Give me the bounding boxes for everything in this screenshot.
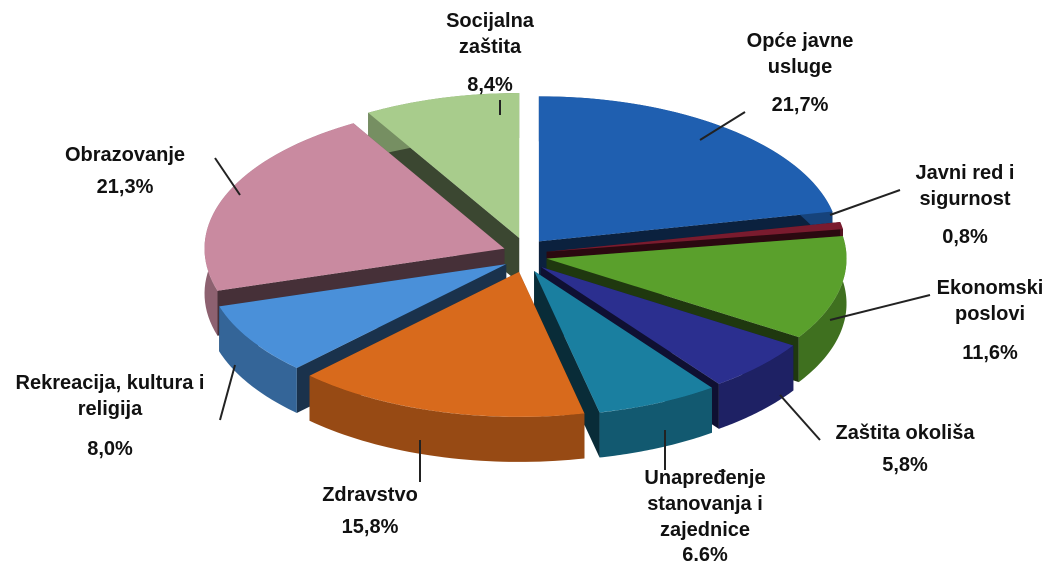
slice-side <box>798 235 847 383</box>
slice-top <box>204 123 505 291</box>
slice-label: Rekreacija, kultura i religija <box>15 372 205 420</box>
value-label: 21,3% <box>96 176 154 198</box>
value-label: 15,8% <box>341 516 399 538</box>
slice-top <box>219 264 507 368</box>
slice-label: Obrazovanje <box>64 144 186 166</box>
value-label: 5,8% <box>882 454 928 476</box>
slice <box>534 271 712 458</box>
leader-line <box>214 157 241 196</box>
value-label: 8,0% <box>87 438 133 460</box>
slice-label: Zdravstvo <box>322 484 418 506</box>
leader-line <box>219 364 236 421</box>
slice-side <box>309 375 585 462</box>
slice-top <box>538 96 833 242</box>
leader-line <box>779 394 821 441</box>
slice-label: Zaštita okoliša <box>835 422 975 444</box>
slice-side <box>718 345 794 429</box>
slice-top <box>546 235 847 338</box>
slice-top <box>541 267 794 384</box>
leader-line <box>699 111 746 141</box>
slice-label: Ekonomski poslovi <box>936 277 1044 325</box>
value-label: 8,4% <box>467 74 513 96</box>
slice-label: Opće javne usluge <box>746 30 854 78</box>
slice-top <box>534 271 712 413</box>
leader-line <box>829 189 901 216</box>
slice-side <box>599 387 712 458</box>
value-label: 0,8% <box>942 226 988 248</box>
slice-top <box>368 93 520 239</box>
slice-label: Socijalna zaštita <box>446 10 534 58</box>
slice-top <box>309 271 585 417</box>
value-label: 6.6% <box>682 544 728 566</box>
value-label: 11,6% <box>962 342 1018 364</box>
value-label: 21,7% <box>771 94 829 116</box>
slice-side <box>219 306 297 413</box>
slice-label: Unapređenje stanovanja i zajednice <box>644 467 766 541</box>
slice-label: Javni red i sigurnost <box>915 162 1015 210</box>
leader-line <box>829 294 931 321</box>
slice-top <box>546 221 843 252</box>
slice <box>309 271 585 462</box>
